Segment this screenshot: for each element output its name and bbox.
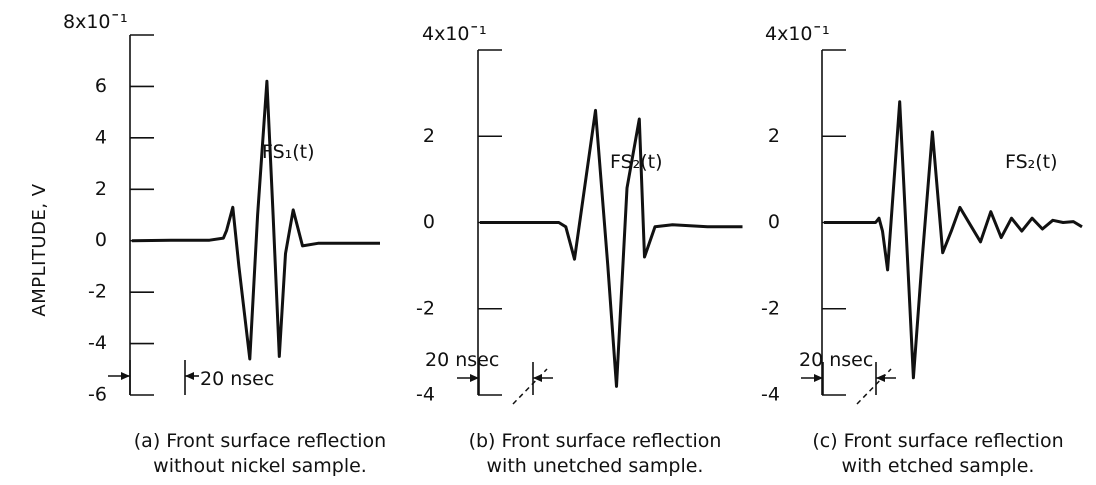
y-axis-label: AMPLITUDE, V <box>29 183 50 316</box>
y-tick-label: -4 <box>416 384 435 406</box>
time-marker-arrowhead-left <box>814 374 823 382</box>
caption-line: with etched sample. <box>842 455 1035 477</box>
y-tick-label: -2 <box>88 281 107 303</box>
y-tick-label: 0 <box>423 211 435 233</box>
caption-line: (a) Front surface reflection <box>134 430 386 452</box>
chart-panels: 6 4 2 0 -2 -4 -6 8x10¯¹ FS₁(t) 20 nsec (a) Front s… <box>63 11 1083 477</box>
caption-line: (b) Front surface reflection <box>469 430 722 452</box>
y-tick-label: 0 <box>768 211 780 233</box>
time-marker: 20 nsec <box>425 349 553 405</box>
y-tick-label: 2 <box>95 178 107 200</box>
time-marker-arrowhead-left <box>470 374 479 382</box>
y-tick-label: -4 <box>88 332 107 354</box>
time-marker-leader <box>512 368 548 405</box>
signal-trace <box>131 79 380 361</box>
time-marker-label: 20 nsec <box>425 349 499 371</box>
signal-label: FS₂(t) <box>610 151 663 173</box>
caption-line: without nickel sample. <box>153 455 367 477</box>
y-tick-label: -4 <box>761 384 780 406</box>
caption-line: (c) Front surface reflection <box>812 430 1063 452</box>
y-tick-label: 0 <box>95 229 107 251</box>
y-tick-label: -2 <box>416 297 435 319</box>
caption-line: with unetched sample. <box>487 455 704 477</box>
y-tick-label: -6 <box>88 384 107 406</box>
time-marker-label: 20 nsec <box>200 368 274 390</box>
signal-trace <box>824 100 1083 380</box>
time-marker: 20 nsec <box>799 349 896 405</box>
scale-label: 8x10¯¹ <box>63 11 128 33</box>
y-tick-label: 2 <box>768 125 780 147</box>
signal-label: FS₁(t) <box>262 141 315 163</box>
time-marker-arrowhead-right <box>185 372 194 380</box>
scale-label: 4x10¯¹ <box>765 23 830 45</box>
y-tick-label: -2 <box>761 297 780 319</box>
signal-trace <box>480 108 743 388</box>
chart-panel-1: 6 4 2 0 -2 -4 -6 8x10¯¹ FS₁(t) 20 nsec (a) Front s… <box>63 11 386 477</box>
scale-label: 4x10¯¹ <box>422 23 487 45</box>
signal-label: FS₂(t) <box>1005 151 1058 173</box>
chart-panel-2: 2 0 -2 -4 4x10¯¹ FS₂(t) 20 nsec (b) Front surfa… <box>416 23 743 477</box>
time-marker: 20 nsec <box>108 360 274 395</box>
time-marker-arrowhead-right <box>876 374 885 382</box>
time-marker-label: 20 nsec <box>799 349 873 371</box>
y-tick-label: 6 <box>95 75 107 97</box>
y-tick-label: 4 <box>95 126 107 148</box>
time-marker-arrowhead-left <box>121 372 130 380</box>
time-marker-leader <box>856 368 892 405</box>
chart-panel-3: 2 0 -2 -4 4x10¯¹ FS₂(t) 20 nsec (c) Front surfa… <box>761 23 1083 477</box>
y-tick-label: 2 <box>423 125 435 147</box>
